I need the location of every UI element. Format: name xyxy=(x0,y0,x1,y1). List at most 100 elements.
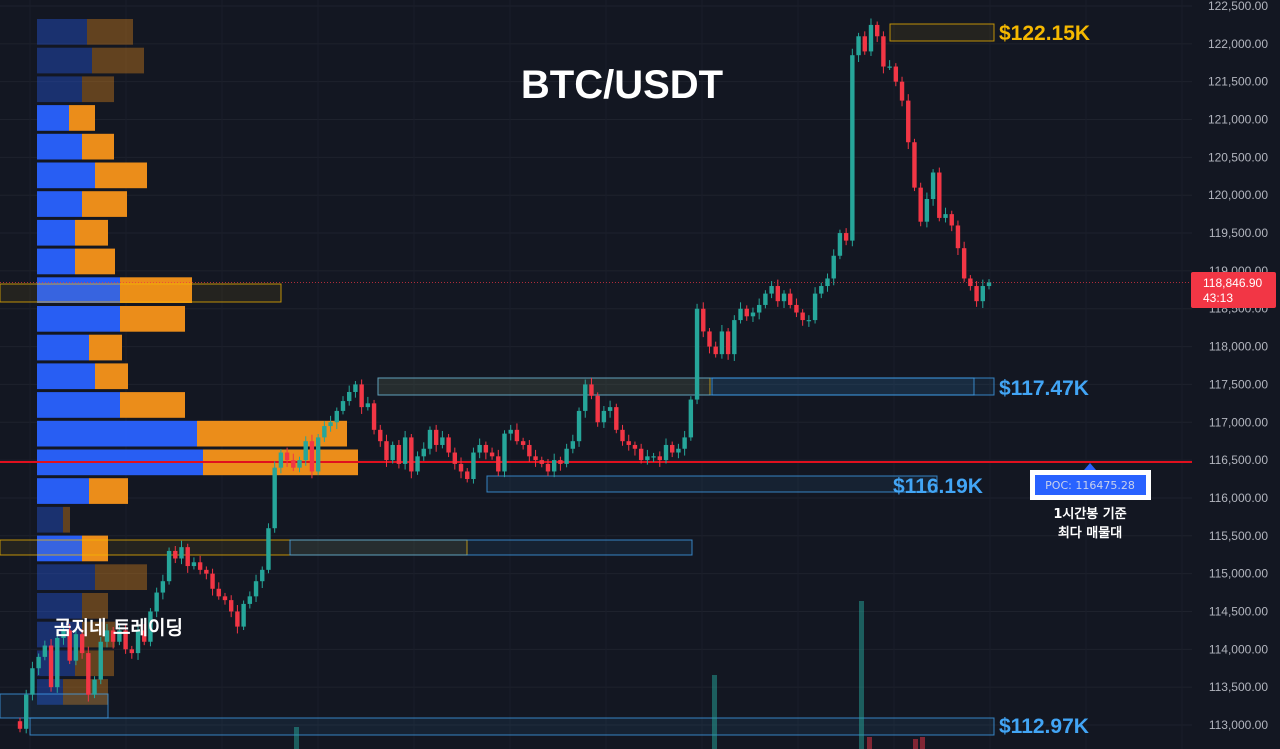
poc-box: POC: 116475.28 xyxy=(1030,463,1151,500)
candle-body xyxy=(527,444,532,457)
candle-body xyxy=(67,630,72,661)
profile-bar-sell xyxy=(82,621,115,648)
candle-body xyxy=(508,429,513,434)
profile-bar-sell xyxy=(89,478,128,504)
candle-body xyxy=(781,293,787,302)
chart-title: BTC/USDT xyxy=(521,63,723,107)
current-price-tag: 118,846.90 43:13 xyxy=(1191,272,1276,308)
price-tick-label: 117,000.00 xyxy=(1209,415,1268,429)
candle-body xyxy=(55,637,60,688)
profile-bar-buy xyxy=(37,277,120,303)
profile-bar-sell xyxy=(82,191,127,217)
candle-body xyxy=(930,172,936,199)
candle-body xyxy=(129,649,135,654)
candle-body xyxy=(862,36,867,52)
candle-body xyxy=(899,81,905,101)
candle-body xyxy=(620,429,625,442)
candle-body xyxy=(260,569,265,582)
profile-bar-buy xyxy=(37,191,82,217)
candle-body xyxy=(36,656,41,669)
price-tick-label: 116,000.00 xyxy=(1209,491,1268,505)
candle-body xyxy=(961,248,967,279)
candle-body xyxy=(458,463,464,472)
poc-label: POC: 116475.28 xyxy=(1045,479,1135,492)
profile-bar-sell xyxy=(82,593,108,619)
candle-body xyxy=(564,448,569,464)
price-tick-label: 119,500.00 xyxy=(1209,226,1268,240)
candle-body xyxy=(701,308,706,332)
candle-body xyxy=(222,596,228,601)
candle-body xyxy=(738,308,743,321)
profile-bar-buy xyxy=(37,306,120,332)
price-grid xyxy=(0,5,1192,726)
profile-bar-sell xyxy=(82,76,114,103)
profile-bar-sell xyxy=(120,392,185,418)
profile-bar-buy xyxy=(37,593,82,619)
candle-body xyxy=(520,441,526,445)
candle-body xyxy=(725,331,731,355)
candle-body xyxy=(427,429,433,449)
candle-body xyxy=(812,293,818,321)
profile-bar-buy xyxy=(37,76,82,103)
candle-body xyxy=(73,634,79,661)
candle-body xyxy=(713,346,718,355)
candle-body xyxy=(17,721,23,729)
candle-body xyxy=(378,429,383,442)
candle-body xyxy=(371,403,377,430)
price-tick-label: 114,000.00 xyxy=(1209,642,1268,656)
candle-body xyxy=(614,407,619,430)
poc-note-line1: 1시간봉 기준 xyxy=(1053,506,1126,522)
candle-body xyxy=(589,384,594,396)
candle-body xyxy=(309,441,315,472)
candle-body xyxy=(315,437,321,472)
candle-body xyxy=(980,286,985,302)
candle-body xyxy=(688,399,694,438)
candle-body xyxy=(353,384,358,392)
price-tick-label: 115,000.00 xyxy=(1209,567,1268,581)
poc-note-line2: 최다 매물대 xyxy=(1058,525,1122,541)
candle-body xyxy=(465,471,470,480)
price-tick-label: 115,500.00 xyxy=(1209,529,1268,543)
candle-body xyxy=(856,36,861,56)
candle-body xyxy=(415,456,420,472)
profile-bar-sell xyxy=(89,334,122,361)
candle-body xyxy=(819,286,824,294)
level-label: $117.47K xyxy=(999,377,1089,400)
profile-bar-sell xyxy=(92,47,144,74)
candle-body xyxy=(247,596,253,604)
level-label: $122.15K xyxy=(999,22,1090,45)
candle-body xyxy=(61,630,66,638)
level-label: $116.19K xyxy=(893,475,983,498)
candle-body xyxy=(142,630,147,642)
zone-box xyxy=(0,539,468,556)
candle-body xyxy=(48,645,54,688)
zone-box xyxy=(377,377,975,396)
candle-body xyxy=(986,282,992,287)
candle-body xyxy=(489,452,495,457)
candle-body xyxy=(322,426,327,438)
candle-body xyxy=(241,603,246,627)
price-tick-label: 118,000.00 xyxy=(1209,340,1268,354)
candle-body xyxy=(570,441,576,449)
candle-body xyxy=(471,452,476,480)
profile-bar-buy xyxy=(37,105,69,131)
candle-body xyxy=(607,407,613,411)
candle-body xyxy=(347,391,352,402)
candle-body xyxy=(253,581,259,597)
candle-body xyxy=(496,456,501,472)
candle-body xyxy=(874,24,880,37)
candle-body xyxy=(676,448,681,453)
zone-box xyxy=(289,539,693,556)
candle-body xyxy=(235,611,240,627)
price-tick-label: 121,000.00 xyxy=(1208,113,1268,127)
candle-body xyxy=(440,437,445,445)
candle-body xyxy=(216,588,221,597)
candle-body xyxy=(775,286,781,302)
candle-body xyxy=(670,444,675,453)
candle-body xyxy=(278,452,284,468)
candle-body xyxy=(135,630,141,654)
profile-bar-sell xyxy=(69,105,95,131)
candle-body xyxy=(204,569,209,574)
candle-body xyxy=(446,437,451,453)
candle-body xyxy=(707,331,712,347)
